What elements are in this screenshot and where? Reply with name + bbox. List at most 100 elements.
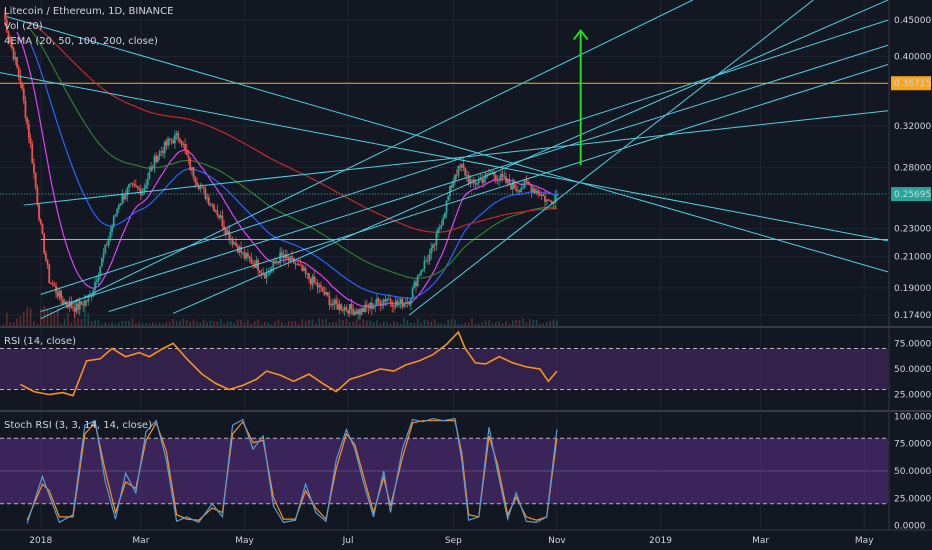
candle-body <box>128 184 130 188</box>
candle-body <box>533 188 536 193</box>
volume-bar <box>284 323 287 326</box>
volume-bar <box>331 322 334 326</box>
candle-body <box>187 155 190 159</box>
volume-bar <box>461 323 463 326</box>
candle-body <box>326 292 329 296</box>
volume-bar <box>36 323 39 326</box>
candle-body <box>367 306 370 309</box>
candle-body <box>364 304 366 312</box>
volume-bar <box>138 321 141 326</box>
candle-body <box>496 179 499 181</box>
candle-body <box>56 292 59 297</box>
candle-body <box>516 190 519 192</box>
volume-bar <box>16 318 18 326</box>
candle-body <box>296 263 299 265</box>
candle-body <box>177 133 180 140</box>
volume-bar <box>250 323 253 326</box>
candle-body <box>472 179 475 183</box>
candle-body <box>165 141 168 146</box>
candle-body <box>279 252 282 264</box>
volume-bar <box>352 321 354 326</box>
candle-body <box>481 178 484 183</box>
volume-bar <box>165 321 168 326</box>
candle-body <box>376 298 378 305</box>
candle-body <box>464 167 467 176</box>
candle-body <box>542 194 545 196</box>
volume-bar <box>399 323 402 326</box>
volume-bar <box>267 322 270 326</box>
time-axis-tick: Mar <box>752 536 769 546</box>
candle-body <box>34 172 37 188</box>
stoch-rsi-panel[interactable] <box>0 417 888 524</box>
candle-body <box>297 263 300 265</box>
candle-body <box>314 282 317 284</box>
candle-body <box>379 301 382 306</box>
candle-body <box>192 167 195 178</box>
volume-bar <box>53 313 56 326</box>
volume-bar <box>386 321 388 326</box>
volume-bar <box>498 321 500 326</box>
volume-indicator-label: Vol (20) <box>4 21 43 32</box>
volume-bar <box>107 323 110 326</box>
candle-body <box>291 256 293 258</box>
volume-bar <box>467 322 470 326</box>
trendline <box>0 72 888 242</box>
symbol-title: Litecoin / Ethereum, 1D, BINANCE <box>4 6 173 17</box>
candle-body <box>97 275 100 281</box>
volume-bar <box>264 321 266 326</box>
volume-bar <box>433 318 436 326</box>
candle-body <box>172 140 175 144</box>
candle-body <box>556 194 558 196</box>
volume-bar <box>372 321 375 326</box>
candle-body <box>248 256 251 259</box>
stoch-axis-tick: 25.0000 <box>894 494 931 504</box>
candle-body <box>250 258 253 264</box>
candle-body <box>175 133 178 136</box>
candle-body <box>401 298 404 307</box>
candle-body <box>46 259 49 265</box>
volume-bar <box>158 322 161 326</box>
candle-body <box>474 182 477 185</box>
candle-body <box>348 303 351 314</box>
volume-bar <box>199 322 202 326</box>
rsi-panel[interactable] <box>0 330 888 397</box>
volume-bar <box>369 320 371 326</box>
stoch-axis-tick: 0.0000 <box>894 522 926 532</box>
volume-bar <box>440 323 443 326</box>
volume-bar <box>114 323 117 326</box>
candle-body <box>160 151 163 153</box>
candle-body <box>503 176 506 178</box>
volume-bar <box>141 323 144 326</box>
candle-body <box>416 276 419 287</box>
candle-body <box>347 310 349 314</box>
volume-bar <box>379 323 382 326</box>
ema-200-line <box>30 21 557 233</box>
candle-body <box>494 175 497 180</box>
candle-body <box>423 260 426 270</box>
candle-body <box>316 282 319 288</box>
candle-body <box>452 180 455 188</box>
trendline <box>40 0 693 320</box>
candle-body <box>134 185 137 187</box>
candle-body <box>552 202 555 204</box>
candle-body <box>216 210 219 216</box>
volume-bar <box>315 323 317 326</box>
candle-body <box>173 135 176 144</box>
candle-body <box>155 155 158 162</box>
candle-body <box>280 252 283 256</box>
volume-bar <box>63 318 66 326</box>
arrow-head <box>572 28 589 41</box>
candle-body <box>360 308 363 315</box>
volume-bar <box>168 322 171 326</box>
projection-arrow[interactable] <box>572 28 589 166</box>
rsi-axis-tick: 50.0000 <box>894 365 931 375</box>
candle-body <box>476 183 479 185</box>
time-axis-tick: Nov <box>548 536 566 546</box>
candle-body <box>9 37 12 43</box>
volume-bar <box>97 319 100 326</box>
trendlines[interactable] <box>0 0 888 320</box>
candle-body <box>168 138 171 140</box>
candle-body <box>75 303 78 312</box>
candle-body <box>513 181 516 189</box>
